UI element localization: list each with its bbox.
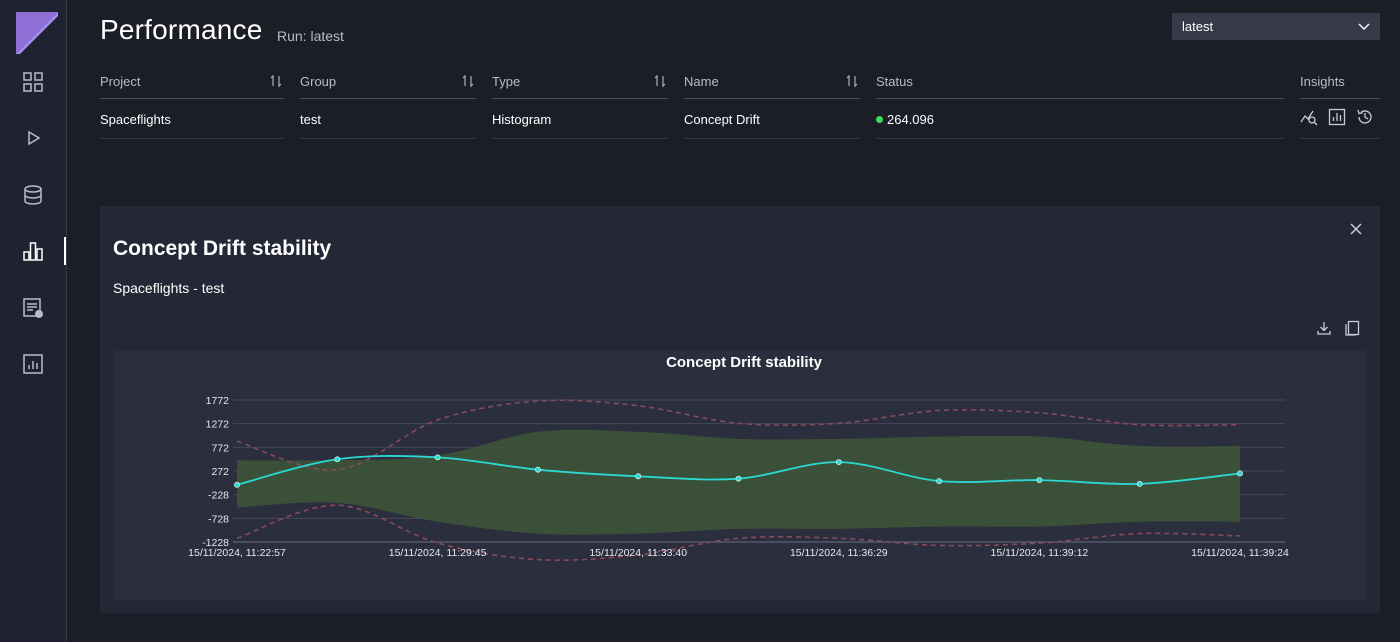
sort-icon[interactable] (846, 74, 858, 88)
nav-reports[interactable] (0, 288, 66, 328)
data-point (234, 481, 240, 488)
bar-report-icon[interactable] (1328, 108, 1346, 126)
column-header-status[interactable]: Status (876, 74, 1284, 99)
column-label: Insights (1300, 74, 1345, 89)
y-tick-label: -728 (208, 513, 229, 525)
download-icon[interactable] (1316, 320, 1332, 336)
nav-performance[interactable] (0, 231, 66, 271)
status-value: 264.096 (887, 111, 934, 127)
data-point (1237, 470, 1243, 477)
upper-bound-line (236, 399, 1241, 471)
column-label: Project (100, 74, 141, 89)
cell-project: Spaceflights (100, 100, 284, 139)
bound-lines (236, 399, 1241, 562)
nav-active-indicator (64, 237, 66, 265)
status-dot (876, 115, 883, 123)
drift-series (234, 454, 1243, 488)
app-logo[interactable] (16, 12, 58, 54)
cell-type: Histogram (492, 100, 668, 139)
data-point (434, 454, 441, 461)
copy-icon[interactable] (1344, 320, 1360, 336)
nav-datasets[interactable] (0, 175, 66, 215)
insight-actions (1300, 108, 1374, 126)
y-tick-label: 1772 (206, 395, 230, 407)
column-label: Type (492, 74, 521, 89)
panel-title: Concept Drift stability (113, 237, 332, 260)
cell-insights (1300, 100, 1380, 139)
x-tick-label: 15/11/2024, 11:39:12 (991, 547, 1089, 559)
database-icon (24, 185, 42, 205)
y-tick-label: -1228 (202, 537, 229, 549)
lower-bound-line (236, 504, 1241, 562)
bar-chart-icon (23, 242, 43, 261)
band-area (237, 429, 1240, 535)
sort-icon[interactable] (462, 74, 474, 88)
panel-subtitle: Spaceflights - test (113, 280, 225, 296)
run-select[interactable]: latest (1172, 13, 1380, 40)
chart-area: Concept Drift stability 1772 1272 772 272 -2… (113, 351, 1367, 600)
y-tick-label: 272 (211, 466, 229, 478)
sort-icon[interactable] (270, 74, 282, 88)
column-header-group[interactable]: Group (300, 74, 476, 99)
concept-drift-chart: Concept Drift stability 1772 1272 772 272 -2… (188, 354, 1289, 562)
data-point (635, 473, 642, 480)
nav-analytics[interactable] (0, 344, 66, 384)
x-tick-label: 15/11/2024, 11:33:40 (589, 547, 687, 559)
history-icon[interactable] (1356, 108, 1374, 126)
expected-range-band (237, 429, 1240, 535)
y-tick-label: 772 (211, 442, 229, 454)
y-tick-label: 1272 (206, 419, 230, 431)
page-title: Performance (100, 14, 263, 45)
cell-name: Concept Drift (684, 100, 860, 139)
chart-panel: Concept Drift stability Spaceflights - t… (100, 206, 1380, 613)
column-label: Status (876, 74, 913, 89)
data-point (735, 475, 742, 482)
column-header-type[interactable]: Type (492, 74, 668, 99)
y-tick-label: -228 (208, 490, 229, 502)
data-point (936, 478, 942, 484)
column-label: Name (684, 74, 719, 89)
run-select-value: latest (1182, 19, 1214, 34)
chevron-down-icon (1358, 23, 1370, 30)
column-header-name[interactable]: Name (684, 74, 860, 99)
run-label: Run: latest (277, 28, 344, 44)
data-point (1036, 477, 1043, 483)
data-point (1136, 480, 1143, 487)
sort-icon[interactable] (654, 74, 666, 88)
data-point (534, 466, 541, 473)
x-tick-label: 15/11/2024, 11:39:24 (1191, 547, 1289, 559)
sidebar (0, 0, 67, 642)
x-tick-label: 15/11/2024, 11:29:45 (389, 547, 487, 559)
x-tick-label: 15/11/2024, 11:36:29 (790, 547, 888, 559)
report-chart-icon (23, 354, 43, 374)
column-label: Group (300, 74, 337, 89)
dashboard-icon (23, 72, 43, 92)
data-point (334, 456, 341, 463)
x-tick-label: 15/11/2024, 11:22:57 (188, 547, 286, 559)
document-list-icon (23, 298, 43, 318)
column-header-project[interactable]: Project (100, 74, 284, 99)
close-icon[interactable] (1349, 222, 1363, 236)
cell-status: 264.096 (876, 100, 1284, 139)
nav-dashboard[interactable] (0, 62, 66, 102)
cell-group: test (300, 100, 476, 139)
trend-search-icon[interactable] (1300, 108, 1318, 126)
data-point (835, 459, 842, 466)
nav-runs[interactable] (0, 118, 66, 158)
play-icon (28, 130, 41, 146)
chart-title: Concept Drift stability (666, 354, 823, 371)
column-header-insights: Insights (1300, 74, 1380, 99)
